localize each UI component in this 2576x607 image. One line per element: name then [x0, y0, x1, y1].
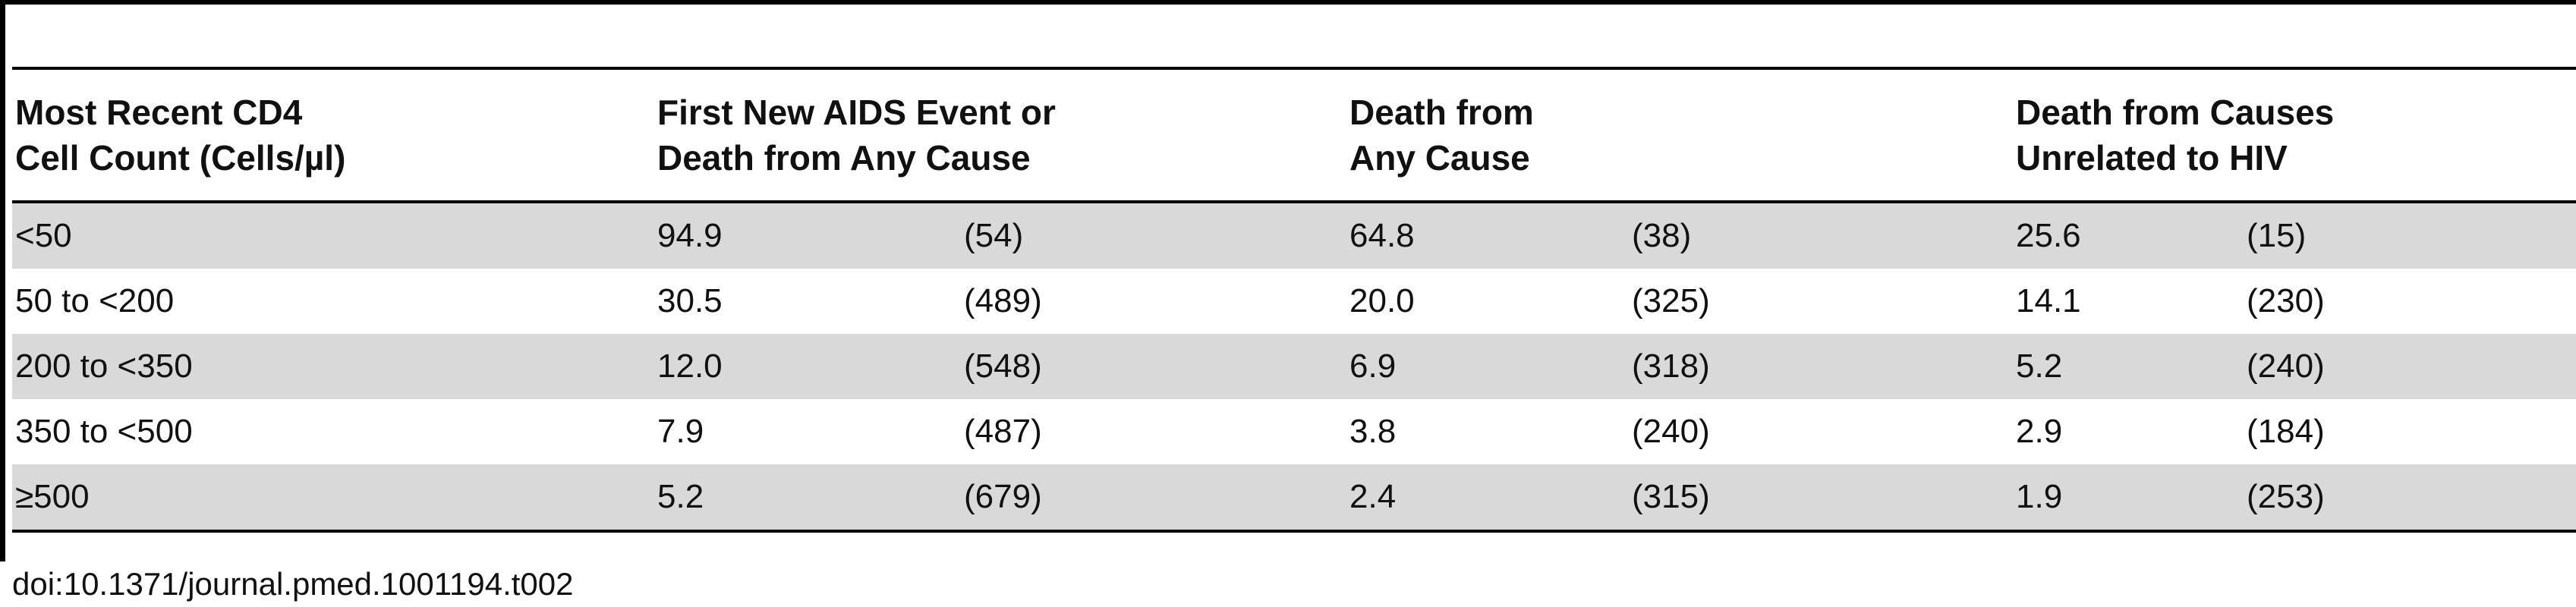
cell-aids-or-death-count: (548)	[961, 334, 1347, 399]
left-rule	[0, 0, 5, 561]
header-death-unrelated-line-2: Unrelated to HIV	[2016, 138, 2288, 178]
header-cd4-line-2: Cell Count (Cells/µl)	[15, 138, 346, 178]
cell-death-unrelated-rate: 5.2	[2013, 334, 2244, 399]
cell-death-any-count: (315)	[1629, 464, 2014, 533]
header-cd4-count: Most Recent CD4 Cell Count (Cells/µl)	[12, 70, 654, 203]
cell-death-any-count: (38)	[1629, 202, 2014, 269]
cell-aids-or-death-rate: 94.9	[654, 202, 961, 269]
cell-aids-or-death-count: (487)	[964, 413, 1042, 450]
data-table: Most Recent CD4 Cell Count (Cells/µl) Fi…	[12, 70, 2576, 533]
cell-aids-or-death-rate: 12.0	[654, 334, 961, 399]
doi-caption: doi:10.1371/journal.pmed.1001194.t002	[12, 566, 574, 602]
cell-death-any-rate: 3.8	[1349, 413, 1397, 450]
cell-death-any-count: (318)	[1629, 334, 2014, 399]
header-death-any-cause: Death from Any Cause	[1346, 70, 2014, 203]
cell-cd4: <50	[12, 202, 654, 269]
cell-death-unrelated-count: (230)	[2247, 282, 2325, 319]
cell-death-unrelated-count: (15)	[2244, 202, 2576, 269]
cell-cd4: 350 to <500	[15, 413, 193, 450]
header-rule	[12, 67, 2576, 70]
cell-death-any-rate: 2.4	[1346, 464, 1630, 533]
cell-death-unrelated-rate: 14.1	[2016, 282, 2081, 319]
cell-death-unrelated-count: (184)	[2247, 413, 2325, 450]
cell-death-unrelated-count: (253)	[2244, 464, 2576, 533]
cell-aids-or-death-count: (489)	[964, 282, 1042, 319]
cell-death-unrelated-rate: 1.9	[2013, 464, 2244, 533]
cell-cd4: 200 to <350	[12, 334, 654, 399]
cell-aids-or-death-count: (679)	[961, 464, 1347, 533]
cell-death-any-count: (240)	[1632, 413, 1710, 450]
table-row: 50 to <200 30.5 (489) 20.0 (325) 14.1 (2…	[12, 269, 2576, 334]
header-aids-or-death-line-2: Death from Any Cause	[657, 138, 1031, 178]
header-aids-or-death: First New AIDS Event or Death from Any C…	[654, 70, 1347, 203]
table-row: 350 to <500 7.9 (487) 3.8 (240) 2.9 (184…	[12, 399, 2576, 464]
cell-death-any-count: (325)	[1632, 282, 1710, 319]
table-row: 200 to <350 12.0 (548) 6.9 (318) 5.2 (24…	[12, 334, 2576, 399]
cell-aids-or-death-rate: 5.2	[654, 464, 961, 533]
header-death-unrelated: Death from Causes Unrelated to HIV	[2013, 70, 2576, 203]
cell-cd4: ≥500	[12, 464, 654, 533]
header-death-any-line-2: Any Cause	[1349, 138, 1530, 178]
cell-aids-or-death-rate: 30.5	[657, 282, 723, 319]
table-row: ≥500 5.2 (679) 2.4 (315) 1.9 (253)	[12, 464, 2576, 533]
table-row: <50 94.9 (54) 64.8 (38) 25.6 (15)	[12, 202, 2576, 269]
header-death-any-line-1: Death from	[1349, 93, 1534, 132]
cell-aids-or-death-rate: 7.9	[657, 413, 704, 450]
cell-aids-or-death-count: (54)	[961, 202, 1347, 269]
cell-death-any-rate: 6.9	[1346, 334, 1630, 399]
cell-death-unrelated-rate: 25.6	[2013, 202, 2244, 269]
cell-cd4: 50 to <200	[15, 282, 175, 319]
cell-death-unrelated-rate: 2.9	[2016, 413, 2063, 450]
top-rule	[0, 0, 2576, 5]
cell-death-any-rate: 64.8	[1346, 202, 1630, 269]
cell-death-unrelated-count: (240)	[2244, 334, 2576, 399]
header-death-unrelated-line-1: Death from Causes	[2016, 93, 2335, 132]
cell-death-any-rate: 20.0	[1349, 282, 1415, 319]
header-aids-or-death-line-1: First New AIDS Event or	[657, 93, 1056, 132]
header-cd4-line-1: Most Recent CD4	[15, 93, 303, 132]
table-header-row: Most Recent CD4 Cell Count (Cells/µl) Fi…	[12, 70, 2576, 203]
